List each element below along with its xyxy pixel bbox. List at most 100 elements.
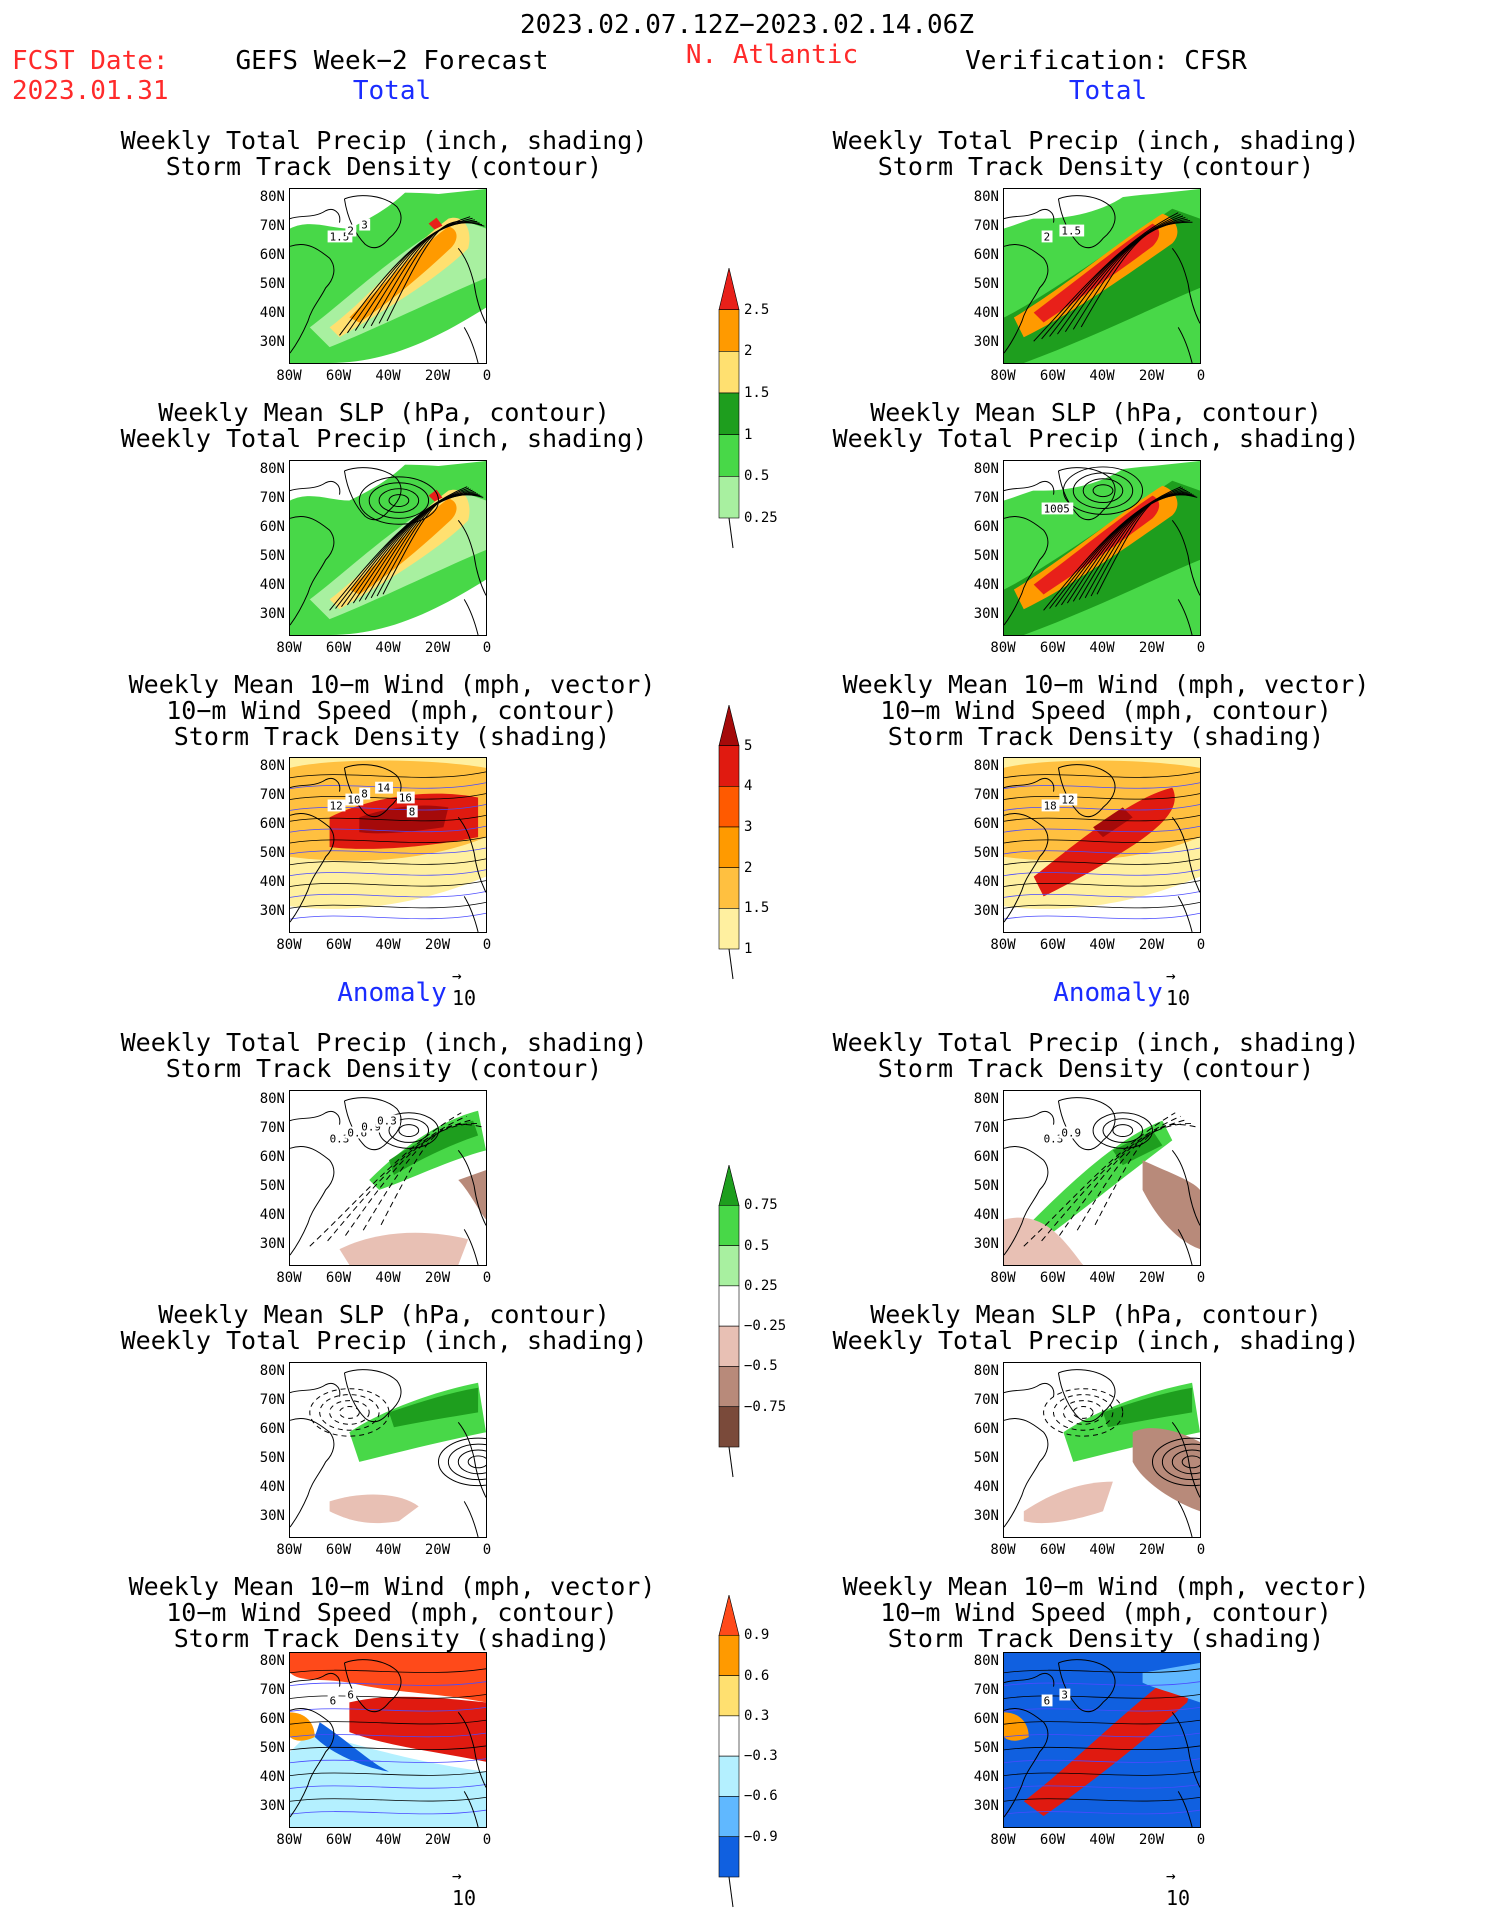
- lon-label: 0: [482, 937, 492, 953]
- coastline: [457, 1150, 486, 1226]
- wind-contour: [290, 814, 486, 822]
- wind-contour: [1004, 912, 1200, 920]
- wind-contour: [290, 1784, 486, 1789]
- lon-label: 20W: [424, 1542, 451, 1558]
- contour-ring: [438, 1437, 486, 1487]
- title-line: Weekly Mean 10−m Wind (mph, vector): [128, 1572, 656, 1601]
- lat-label: 70N: [973, 490, 999, 506]
- lat-label: 70N: [259, 787, 285, 803]
- wind-contour: [1004, 1706, 1200, 1712]
- colorbar-tail: [728, 517, 734, 549]
- title-l-wind-total: Weekly Mean 10−m Wind (mph, vector) 10−m…: [129, 672, 656, 750]
- lon-label: 80W: [276, 368, 302, 384]
- title-r-precip-anom: Weekly Total Precip (inch, shading) Stor…: [833, 1030, 1360, 1082]
- svg-text:2: 2: [1044, 230, 1051, 243]
- lon-label: 20W: [1138, 368, 1165, 384]
- lat-label: 30N: [973, 903, 999, 919]
- colorbar-segment: [718, 1836, 740, 1878]
- title-l-precip-total: Weekly Total Precip (inch, shading) Stor…: [121, 128, 648, 180]
- lat-label: 70N: [973, 787, 999, 803]
- title-line: Weekly Mean SLP (hPa, contour): [158, 1300, 610, 1329]
- lon-label: 80W: [276, 640, 302, 656]
- wind-contour: [1004, 1784, 1200, 1789]
- colorbar-segment: [718, 1245, 740, 1287]
- contour-line: [1041, 1115, 1181, 1242]
- contour-line: [382, 493, 484, 595]
- lat-label: 30N: [973, 1508, 999, 1524]
- contour-label: 0.3: [1041, 1132, 1067, 1145]
- colorbar-segment: [718, 1366, 740, 1408]
- lat-label: 30N: [259, 1236, 285, 1252]
- svg-text:6: 6: [347, 1688, 354, 1701]
- coastline: [1177, 1501, 1193, 1537]
- colorbar-segment: [718, 1204, 740, 1246]
- lon-label: 20W: [424, 368, 451, 384]
- colorbar-label: −0.25: [744, 1318, 787, 1335]
- map-r-slp-anom-svg: [1004, 1369, 1200, 1537]
- title-line: Storm Track Density (contour): [877, 152, 1315, 181]
- lon-label: 0: [482, 368, 492, 384]
- map-l-slp-anom-svg: [290, 1369, 486, 1537]
- coastline: [1177, 1791, 1193, 1827]
- coastline: [1171, 520, 1200, 596]
- lat-label: 60N: [259, 519, 285, 535]
- title-line: Storm Track Density (shading): [173, 722, 611, 751]
- lon-label: 60W: [1039, 1542, 1066, 1558]
- map-l-precip-total-svg: 1.52 3: [290, 189, 486, 363]
- coastline: [1004, 209, 1055, 223]
- storm-anom-shade: [290, 1732, 486, 1827]
- lon-label: 60W: [1039, 640, 1066, 656]
- colorbar-segment: [718, 1796, 740, 1838]
- vector-ref-l-anom: → 10: [452, 1866, 477, 1910]
- lon-label: 20W: [1138, 1542, 1165, 1558]
- section-anomaly-right: Anomaly: [1053, 978, 1163, 1008]
- svg-text:6: 6: [1044, 1694, 1051, 1707]
- coastline: [290, 1146, 335, 1256]
- wind-contour: [1004, 782, 1200, 790]
- wind-contour: [1004, 793, 1200, 800]
- title-line: Storm Track Density (contour): [877, 1054, 1315, 1083]
- title-line: Weekly Mean 10−m Wind (mph, vector): [128, 670, 656, 699]
- storm-shade: [1093, 807, 1133, 838]
- contour-label: 14: [375, 782, 393, 795]
- contour-ring: [388, 1118, 430, 1143]
- lat-label: 50N: [973, 276, 999, 292]
- lat-label: 40N: [259, 1207, 285, 1223]
- lat-label: 50N: [973, 548, 999, 564]
- colorbar-tip: [718, 705, 740, 746]
- lat-label: 40N: [259, 305, 285, 321]
- lon-label: 0: [1196, 640, 1206, 656]
- contour-line: [329, 486, 468, 611]
- contour-ring: [1171, 1449, 1200, 1475]
- lon-label: 40W: [375, 937, 401, 953]
- contour-line: [378, 222, 483, 324]
- map-panel-l-precip-anom: 0.3 0.6 0.9 0.3: [289, 1090, 487, 1266]
- lon-label: 60W: [325, 1832, 352, 1848]
- contour-label: 18: [1041, 799, 1060, 812]
- coastline: [343, 1659, 402, 1713]
- lat-label: 70N: [259, 1682, 285, 1698]
- contour-line: [1049, 215, 1184, 337]
- lon-label: 0: [482, 640, 492, 656]
- contour-ring: [1082, 478, 1124, 504]
- contour-line: [1043, 486, 1182, 611]
- section-total-right: Total: [1068, 76, 1148, 106]
- coastline: [463, 599, 479, 635]
- coastline: [1177, 327, 1193, 363]
- lon-label: 20W: [424, 1832, 451, 1848]
- lon-label: 40W: [375, 368, 401, 384]
- wind-contour: [290, 793, 486, 800]
- svg-text:8: 8: [361, 788, 368, 801]
- wind-contour: [1004, 1719, 1200, 1725]
- precip-anom-shade: [1142, 1160, 1200, 1250]
- coastline: [1171, 1150, 1200, 1226]
- contour-line: [1023, 1112, 1176, 1247]
- title-line: Weekly Mean SLP (hPa, contour): [158, 398, 610, 427]
- precip-shade: [1004, 461, 1133, 491]
- colorbar-storm-anom-bar: [718, 1595, 740, 1908]
- precip-shade: [349, 498, 457, 595]
- wind-contour: [290, 869, 486, 877]
- colorbar-label: 1: [744, 941, 753, 957]
- contour-line: [309, 1112, 462, 1247]
